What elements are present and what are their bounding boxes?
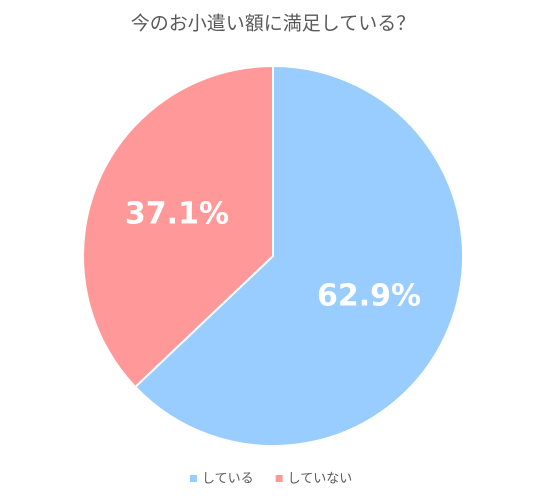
legend-label: していない (288, 472, 353, 487)
legend-label: している (202, 472, 254, 487)
pie-slice (133, 64, 464, 447)
legend-swatch (190, 475, 197, 482)
pie-slice (82, 64, 274, 389)
data-label: 37.1% (125, 196, 229, 231)
legend-swatch (275, 475, 283, 482)
data-label: 62.9% (317, 279, 421, 314)
chart-title: 今のお小遣い額に満足している？ (131, 13, 415, 35)
